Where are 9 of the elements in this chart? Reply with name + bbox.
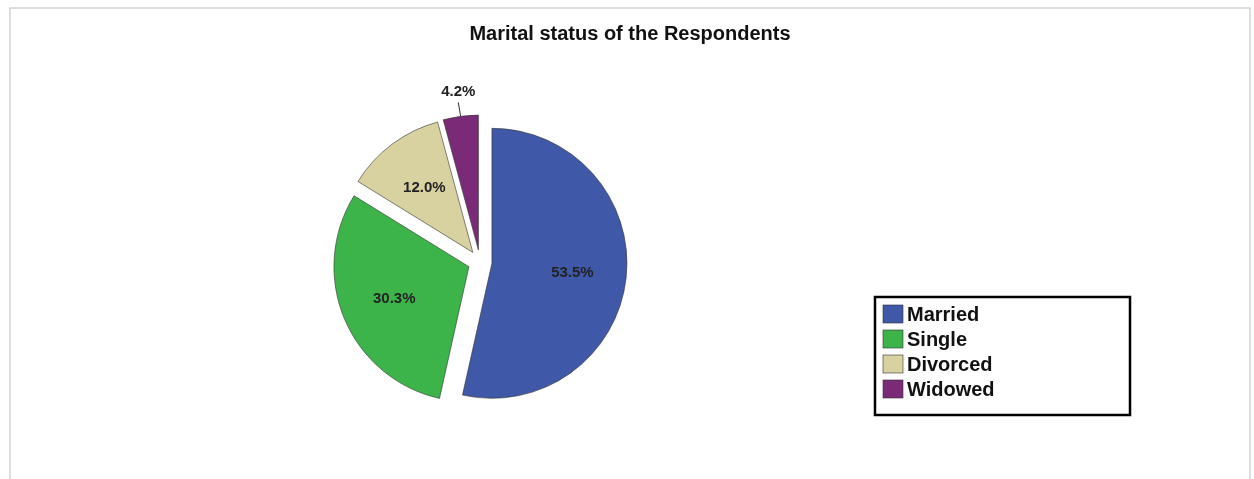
legend-label: Married — [907, 303, 980, 325]
data-label: 30.3% — [373, 289, 416, 307]
data-label: 4.2% — [441, 82, 476, 100]
chart-title: Marital status of the Respondents — [469, 22, 791, 44]
data-label: 53.5% — [551, 263, 594, 281]
data-label: 12.0% — [403, 178, 446, 196]
legend-label: Widowed — [907, 378, 995, 400]
legend-label: Divorced — [907, 353, 993, 375]
legend-label: Single — [907, 328, 968, 350]
